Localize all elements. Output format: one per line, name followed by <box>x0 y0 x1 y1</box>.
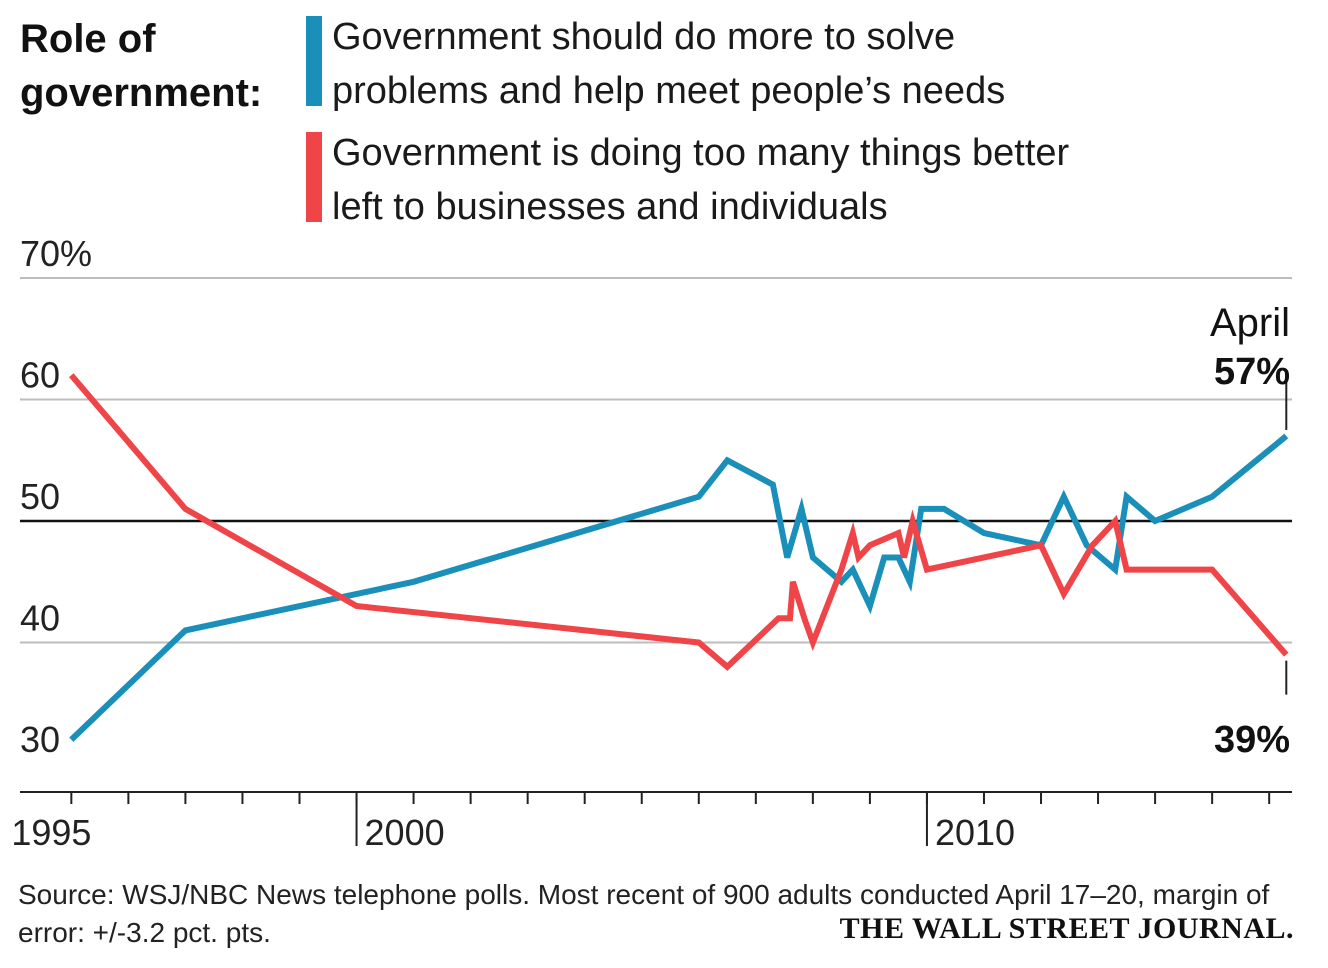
annotation-latest-do-more: 57% <box>1214 351 1290 393</box>
chart-title: Role of government: <box>20 17 263 115</box>
legend-item-do-more: Government should do more to solve probl… <box>306 10 1106 120</box>
legend-label-do-more: Government should do more to solve probl… <box>332 16 1006 112</box>
legend-item-too-many: Government is doing too many things bett… <box>306 126 1106 236</box>
annotation-april: April <box>1210 301 1290 345</box>
series-line-too-many <box>69 373 1289 671</box>
legend-swatch-too-many <box>306 132 322 222</box>
x-tick-label: 2010 <box>935 812 1015 853</box>
annotation-latest-too-many: 39% <box>1214 719 1290 761</box>
y-tick-label: 40 <box>20 598 60 639</box>
y-tick-label: 70% <box>20 233 92 274</box>
y-tick-label: 50 <box>20 476 60 517</box>
legend-label-too-many: Government is doing too many things bett… <box>332 132 1070 228</box>
y-tick-label: 30 <box>20 719 60 760</box>
source-note: Source: WSJ/NBC News telephone polls. Mo… <box>18 879 1270 948</box>
y-tick-label: 60 <box>20 355 60 396</box>
publisher-logo: THE WALL STREET JOURNAL. <box>839 912 1294 945</box>
x-tick-label: 2000 <box>365 812 445 853</box>
series-line-do-more <box>69 433 1289 742</box>
x-tick-label: 1995 <box>11 812 91 853</box>
legend-swatch-do-more <box>306 16 322 106</box>
